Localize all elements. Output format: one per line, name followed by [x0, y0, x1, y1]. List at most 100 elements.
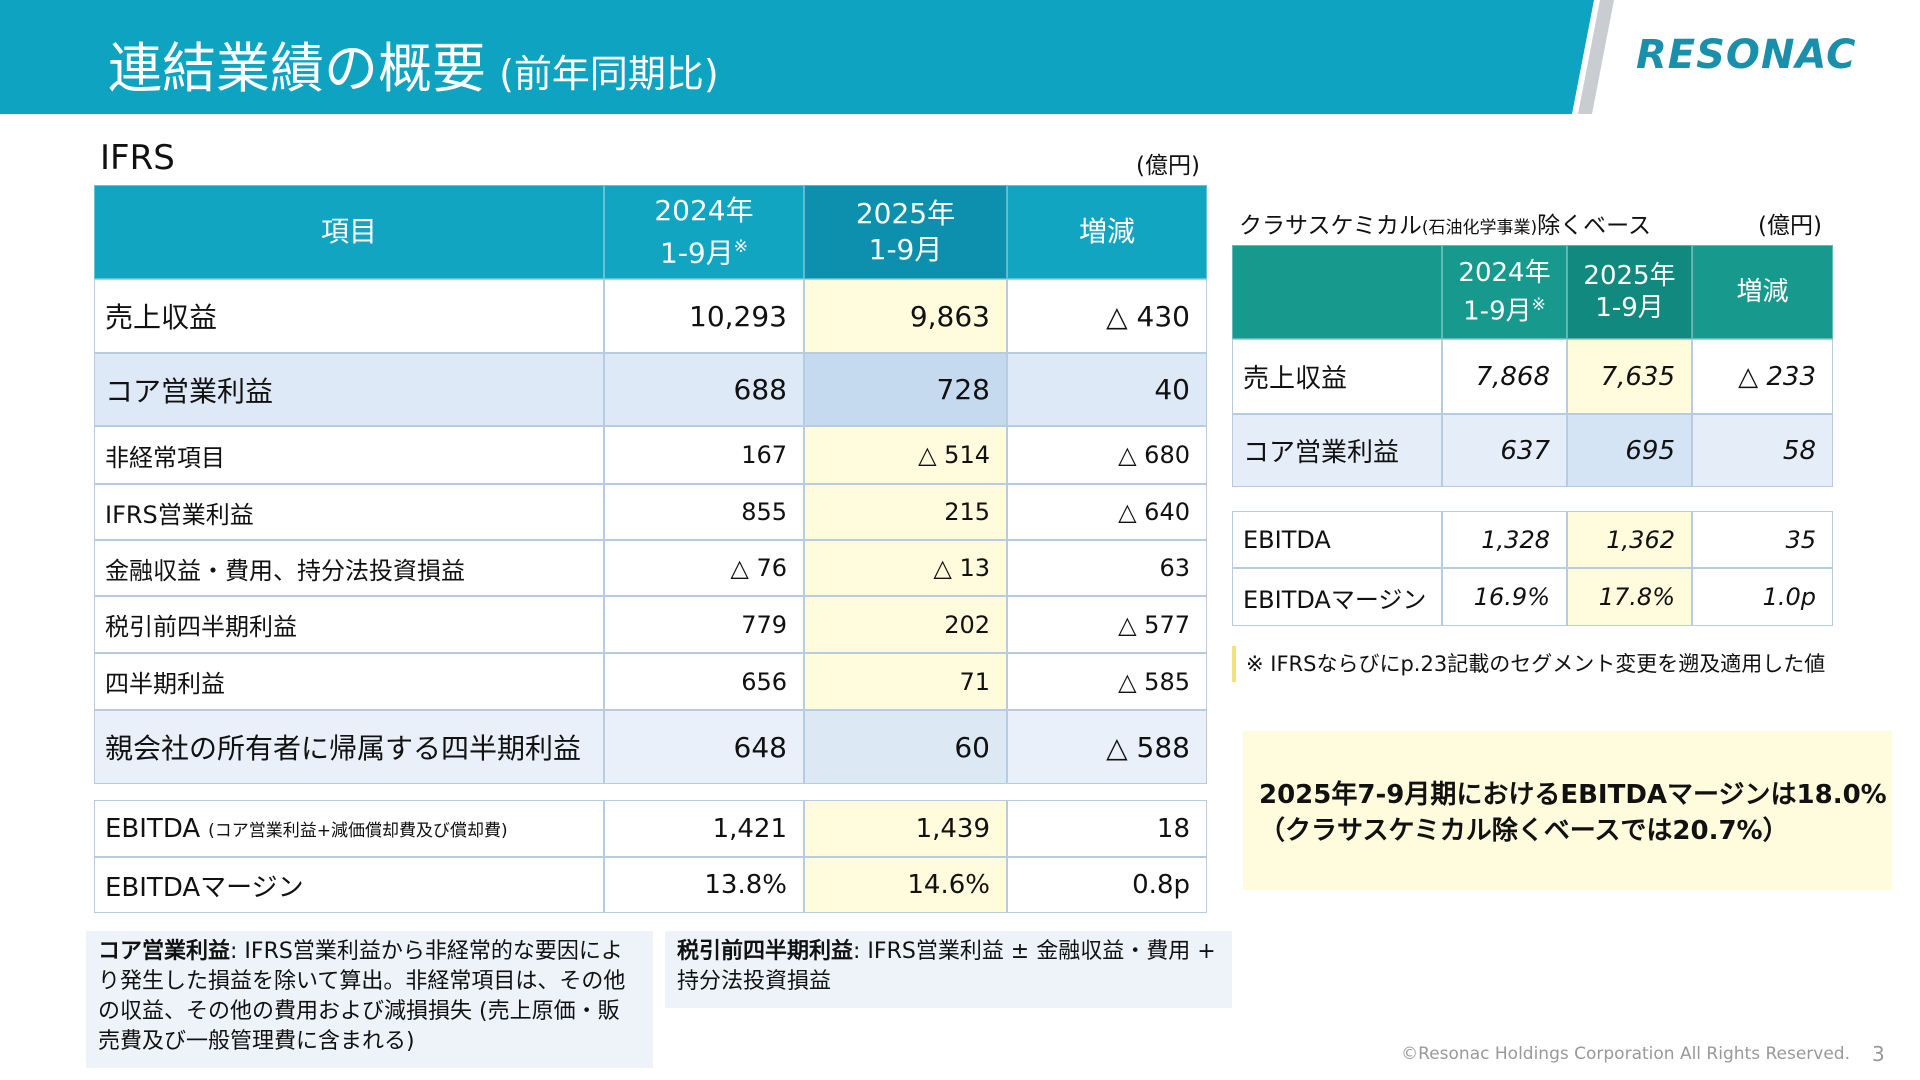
ifrs-label: IFRS: [100, 138, 175, 178]
value-cell: 35: [1692, 511, 1833, 568]
value-cell: 1,328: [1442, 511, 1567, 568]
header-bar: [0, 0, 1594, 114]
header-cell: 増減: [1007, 185, 1207, 279]
ex-title: クラサスケミカル(石油化学事業)除くベース: [1239, 206, 1651, 240]
definition-term: 税引前四半期利益: [677, 939, 854, 964]
definition-text: : IFRS営業利益 ± 金融収益・費用 + 持分法投資損益: [677, 939, 1216, 994]
value-cell: 167: [604, 426, 804, 484]
definition-term: コア営業利益: [98, 939, 231, 964]
value-cell: 215: [804, 484, 1007, 540]
value-cell: 58: [1692, 414, 1833, 487]
row-label-text: 売上収益: [1243, 364, 1348, 394]
value-cell: 9,863: [804, 279, 1007, 353]
row-label-text: コア営業利益: [105, 374, 274, 408]
ex-title-main: クラサスケミカル: [1239, 213, 1422, 239]
row-label: 四半期利益: [94, 653, 604, 710]
header-text: 2025年: [1583, 261, 1676, 291]
header-cell: 項目: [94, 185, 604, 279]
ex-note: ※ IFRSならびにp.23記載のセグメント変更を遡及適用した値: [1232, 646, 1832, 682]
header-text: 1-9月: [660, 236, 734, 270]
value-cell: 688: [604, 353, 804, 426]
row-label-text: IFRS営業利益: [105, 500, 254, 529]
header-line: 2024年: [1458, 257, 1550, 289]
value-cell: △ 13: [804, 540, 1007, 596]
header-line: 1-9月: [1595, 292, 1663, 324]
value-cell: 63: [1007, 540, 1207, 596]
value-cell: 695: [1567, 414, 1692, 487]
row-label: コア営業利益: [1232, 414, 1442, 487]
header-text: 1-9月: [868, 233, 943, 266]
header-note: ※: [733, 236, 748, 257]
ex-unit: (億円): [1758, 213, 1822, 239]
value-cell: 17.8%: [1567, 568, 1692, 626]
header-cell: 2025年 1-9月: [1567, 245, 1692, 339]
value-cell: 1,362: [1567, 511, 1692, 568]
ex-title-end: 除くベース: [1537, 213, 1651, 239]
value-cell: 648: [604, 710, 804, 784]
value-cell: 1,421: [604, 800, 804, 857]
row-label: 税引前四半期利益: [94, 596, 604, 653]
row-label-text: EBITDAマージン: [105, 872, 304, 903]
value-cell: △ 76: [604, 540, 804, 596]
header-text: 2025年: [855, 197, 956, 230]
highlight-line: （クラサスケミカル除くベースでは20.7%）: [1259, 816, 1789, 846]
value-cell: 1,439: [804, 800, 1007, 857]
value-cell: 18: [1007, 800, 1207, 857]
row-label: 金融収益・費用、持分法投資損益: [94, 540, 604, 596]
copyright: ©Resonac Holdings Corporation All Rights…: [1401, 1044, 1850, 1064]
row-label: 売上収益: [1232, 339, 1442, 414]
row-label: EBITDA: [1232, 511, 1442, 568]
row-label-text: 売上収益: [105, 301, 218, 334]
definition: コア営業利益: IFRS営業利益から非経常的な要因により発生した損益を除いて算出…: [86, 931, 653, 1068]
value-cell: 637: [1442, 414, 1567, 487]
row-label-text: 税引前四半期利益: [105, 613, 297, 641]
value-cell: 656: [604, 653, 804, 710]
header-text: 項目: [320, 215, 377, 248]
row-label-text: 四半期利益: [105, 670, 225, 698]
value-cell: 7,635: [1567, 339, 1692, 414]
header-line: 2025年: [1583, 260, 1675, 292]
unit-label: (億円): [1136, 153, 1200, 179]
value-cell: △ 233: [1692, 339, 1833, 414]
row-label: IFRS営業利益: [94, 484, 604, 540]
highlight-line: 2025年7-9月期におけるEBITDAマージンは18.0%: [1259, 780, 1887, 810]
value-cell: 16.9%: [1442, 568, 1567, 626]
definition: 税引前四半期利益: IFRS営業利益 ± 金融収益・費用 + 持分法投資損益: [665, 931, 1232, 1008]
value-cell: 728: [804, 353, 1007, 426]
row-label: 売上収益: [94, 279, 604, 353]
row-label-text: EBITDA: [105, 813, 201, 844]
value-cell: △ 640: [1007, 484, 1207, 540]
header-cell: 2024年 1-9月※: [604, 185, 804, 279]
highlight-box: 2025年7-9月期におけるEBITDAマージンは18.0% （クラサスケミカル…: [1243, 731, 1892, 890]
header-line: 増減: [1079, 214, 1135, 250]
row-label-text: 親会社の所有者に帰属する四半期利益: [105, 732, 582, 765]
header-line: 1-9月※: [660, 229, 748, 271]
value-cell: 14.6%: [804, 857, 1007, 913]
title: 連結業績の概要: [108, 37, 486, 100]
header-note: ※: [1531, 294, 1546, 315]
value-cell: 13.8%: [604, 857, 804, 913]
header-band: [0, 0, 1614, 114]
header-text: 増減: [1736, 277, 1789, 307]
row-label-text: 非経常項目: [105, 443, 225, 472]
value-cell: △ 680: [1007, 426, 1207, 484]
value-cell: △ 430: [1007, 279, 1207, 353]
header-line: 2025年: [856, 196, 955, 232]
header-text: 2024年: [654, 193, 754, 227]
header-cell: [1232, 245, 1442, 339]
header-line: 項目: [321, 214, 377, 250]
value-cell: 855: [604, 484, 804, 540]
header-line: 増減: [1736, 276, 1788, 308]
row-label: コア営業利益: [94, 353, 604, 426]
page-number: 3: [1872, 1042, 1885, 1066]
header-cell: 2025年 1-9月: [804, 185, 1007, 279]
value-cell: 71: [804, 653, 1007, 710]
logo: RESONAC: [1636, 32, 1857, 78]
value-cell: 60: [804, 710, 1007, 784]
definition-text: : IFRS営業利益から非経常的な要因により発生した損益を除いて算出。非経常項目…: [98, 939, 626, 1054]
header-line: 2024年: [654, 193, 753, 229]
ex-title-small: (石油化学事業): [1421, 218, 1538, 238]
header-line: 1-9月: [869, 232, 943, 268]
header-text: 増減: [1078, 215, 1135, 248]
